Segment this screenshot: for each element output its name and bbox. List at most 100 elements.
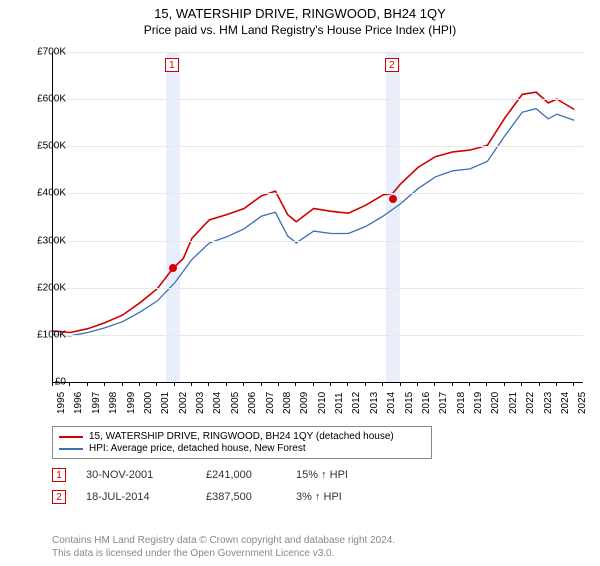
gridline-h	[53, 52, 583, 53]
legend-item: 15, WATERSHIP DRIVE, RINGWOOD, BH24 1QY …	[59, 431, 425, 442]
x-tick	[174, 382, 175, 386]
x-tick	[313, 382, 314, 386]
x-tick	[400, 382, 401, 386]
legend-swatch	[59, 436, 83, 438]
sale-delta: 15% ↑ HPI	[296, 469, 376, 481]
x-tick	[573, 382, 574, 386]
x-tick	[295, 382, 296, 386]
sale-marker-label: 2	[385, 58, 399, 72]
x-tick	[347, 382, 348, 386]
x-tick-label: 2001	[160, 392, 171, 414]
x-tick	[278, 382, 279, 386]
x-tick	[156, 382, 157, 386]
x-tick-label: 2014	[386, 392, 397, 414]
chart-subtitle: Price paid vs. HM Land Registry's House …	[0, 23, 600, 37]
x-tick	[469, 382, 470, 386]
legend: 15, WATERSHIP DRIVE, RINGWOOD, BH24 1QY …	[52, 426, 432, 459]
x-tick	[330, 382, 331, 386]
sale-price: £241,000	[206, 469, 296, 481]
x-tick-label: 1999	[126, 392, 137, 414]
y-tick-label: £500K	[20, 141, 66, 152]
chart-lines-svg	[53, 52, 583, 382]
x-tick	[87, 382, 88, 386]
x-tick-label: 1998	[108, 392, 119, 414]
footer-line-2: This data is licensed under the Open Gov…	[52, 547, 395, 560]
x-tick-label: 2019	[473, 392, 484, 414]
x-tick-label: 2012	[351, 392, 362, 414]
x-tick-label: 2002	[178, 392, 189, 414]
legend-swatch	[59, 448, 83, 450]
x-tick	[243, 382, 244, 386]
gridline-h	[53, 241, 583, 242]
x-tick-label: 2003	[195, 392, 206, 414]
x-tick-label: 1996	[73, 392, 84, 414]
gridline-h	[53, 193, 583, 194]
x-tick	[191, 382, 192, 386]
x-tick	[382, 382, 383, 386]
x-tick-label: 1995	[56, 392, 67, 414]
x-tick	[139, 382, 140, 386]
chart-title: 15, WATERSHIP DRIVE, RINGWOOD, BH24 1QY	[0, 6, 600, 21]
legend-item: HPI: Average price, detached house, New …	[59, 443, 425, 454]
x-tick	[521, 382, 522, 386]
gridline-h	[53, 99, 583, 100]
chart-plot-area	[52, 52, 583, 383]
x-tick	[539, 382, 540, 386]
x-tick-label: 2000	[143, 392, 154, 414]
x-tick-label: 2010	[317, 392, 328, 414]
x-tick	[486, 382, 487, 386]
legend-label: 15, WATERSHIP DRIVE, RINGWOOD, BH24 1QY …	[89, 431, 394, 442]
sale-delta: 3% ↑ HPI	[296, 491, 376, 503]
x-tick-label: 2013	[369, 392, 380, 414]
footer-line-1: Contains HM Land Registry data © Crown c…	[52, 534, 395, 547]
y-tick-label: £600K	[20, 94, 66, 105]
x-tick-label: 2016	[421, 392, 432, 414]
x-tick-label: 2024	[560, 392, 571, 414]
sale-date: 30-NOV-2001	[86, 469, 206, 481]
y-tick-label: £300K	[20, 235, 66, 246]
gridline-h	[53, 146, 583, 147]
gridline-h	[53, 288, 583, 289]
x-tick	[104, 382, 105, 386]
footer-attribution: Contains HM Land Registry data © Crown c…	[52, 534, 395, 560]
x-tick-label: 2020	[490, 392, 501, 414]
y-tick-label: £100K	[20, 329, 66, 340]
x-tick	[452, 382, 453, 386]
sale-row: 1 30-NOV-2001£241,00015% ↑ HPI	[52, 468, 376, 482]
x-tick-label: 2005	[230, 392, 241, 414]
sale-data-point	[169, 264, 177, 272]
x-tick-label: 2022	[525, 392, 536, 414]
x-tick-label: 2015	[404, 392, 415, 414]
x-tick	[52, 382, 53, 386]
x-tick-label: 2017	[438, 392, 449, 414]
x-tick	[261, 382, 262, 386]
x-tick-label: 2007	[265, 392, 276, 414]
sale-price: £387,500	[206, 491, 296, 503]
x-tick	[434, 382, 435, 386]
y-tick-label: £700K	[20, 47, 66, 58]
x-tick-label: 1997	[91, 392, 102, 414]
sale-row-marker: 2	[52, 490, 66, 504]
x-tick	[69, 382, 70, 386]
x-tick	[504, 382, 505, 386]
y-tick-label: £200K	[20, 282, 66, 293]
x-tick	[226, 382, 227, 386]
gridline-h	[53, 335, 583, 336]
sale-row-marker: 1	[52, 468, 66, 482]
x-tick	[208, 382, 209, 386]
x-tick-label: 2004	[212, 392, 223, 414]
y-tick-label: £0	[20, 377, 66, 388]
x-tick	[417, 382, 418, 386]
x-tick-label: 2008	[282, 392, 293, 414]
sale-date: 18-JUL-2014	[86, 491, 206, 503]
x-tick-label: 2009	[299, 392, 310, 414]
y-tick-label: £400K	[20, 188, 66, 199]
sale-row: 2 18-JUL-2014£387,5003% ↑ HPI	[52, 490, 376, 504]
series-property	[53, 92, 574, 332]
x-tick-label: 2006	[247, 392, 258, 414]
x-tick	[556, 382, 557, 386]
x-tick	[365, 382, 366, 386]
x-tick-label: 2023	[543, 392, 554, 414]
x-tick	[122, 382, 123, 386]
series-hpi	[53, 109, 574, 336]
